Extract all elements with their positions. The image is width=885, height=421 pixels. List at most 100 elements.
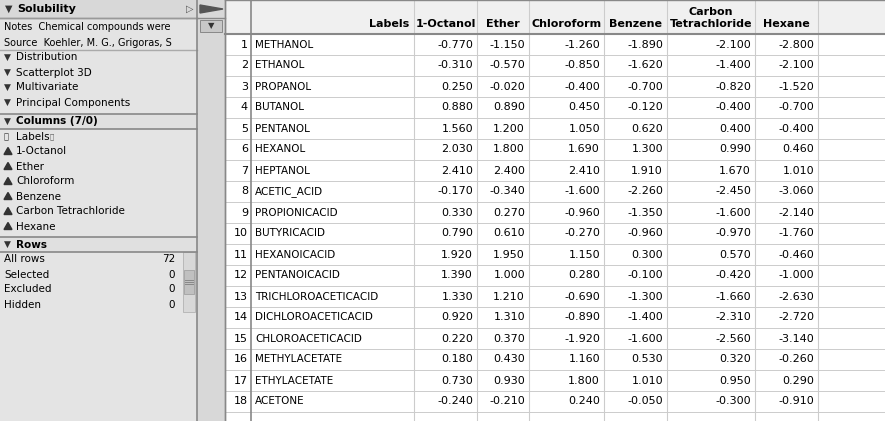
Text: -0.400: -0.400 <box>565 82 600 91</box>
Text: Columns (7/0): Columns (7/0) <box>16 117 97 126</box>
Text: -0.240: -0.240 <box>437 397 473 407</box>
Text: BUTANOL: BUTANOL <box>255 102 304 112</box>
Text: -1.350: -1.350 <box>627 208 663 218</box>
Bar <box>225 307 885 328</box>
Text: 0.620: 0.620 <box>631 123 663 133</box>
Text: -2.310: -2.310 <box>715 312 751 322</box>
Text: Hidden: Hidden <box>4 299 41 309</box>
Text: -2.140: -2.140 <box>778 208 814 218</box>
Text: PENTANOL: PENTANOL <box>255 123 310 133</box>
Text: -0.700: -0.700 <box>627 82 663 91</box>
Text: 0.880: 0.880 <box>441 102 473 112</box>
Bar <box>225 244 885 265</box>
Text: -0.210: -0.210 <box>489 397 525 407</box>
Text: 5: 5 <box>241 123 248 133</box>
Text: -0.890: -0.890 <box>564 312 600 322</box>
Text: 0.460: 0.460 <box>782 144 814 155</box>
Text: Source  Koehler, M. G., Grigoras, S: Source Koehler, M. G., Grigoras, S <box>4 37 172 48</box>
Text: -0.260: -0.260 <box>778 354 814 365</box>
Text: 16: 16 <box>234 354 248 365</box>
Text: ETHANOL: ETHANOL <box>255 61 304 70</box>
Text: 0.290: 0.290 <box>782 376 814 386</box>
Text: 1.010: 1.010 <box>631 376 663 386</box>
Text: 0.220: 0.220 <box>441 333 473 344</box>
Bar <box>225 265 885 286</box>
Text: -1.890: -1.890 <box>627 40 663 50</box>
Text: 0.930: 0.930 <box>493 376 525 386</box>
Polygon shape <box>4 147 12 155</box>
Text: 1.300: 1.300 <box>631 144 663 155</box>
Text: 0.430: 0.430 <box>493 354 525 365</box>
Bar <box>225 97 885 118</box>
Text: 0.790: 0.790 <box>441 229 473 239</box>
Text: 17: 17 <box>234 376 248 386</box>
Text: 8: 8 <box>241 187 248 197</box>
Text: -0.100: -0.100 <box>627 271 663 280</box>
Text: ▼: ▼ <box>5 4 12 14</box>
Text: 0.370: 0.370 <box>493 333 525 344</box>
Text: Benzene: Benzene <box>16 192 61 202</box>
Text: -0.300: -0.300 <box>715 397 751 407</box>
Text: -2.260: -2.260 <box>627 187 663 197</box>
Bar <box>225 160 885 181</box>
Text: 1.800: 1.800 <box>568 376 600 386</box>
Text: METHANOL: METHANOL <box>255 40 313 50</box>
Text: -0.170: -0.170 <box>437 187 473 197</box>
Text: -0.020: -0.020 <box>489 82 525 91</box>
Text: -0.960: -0.960 <box>627 229 663 239</box>
Text: 1.310: 1.310 <box>493 312 525 322</box>
Text: HEXANOICACID: HEXANOICACID <box>255 250 335 259</box>
Polygon shape <box>4 178 12 184</box>
Bar <box>225 0 885 34</box>
Text: ETHYLACETATE: ETHYLACETATE <box>255 376 334 386</box>
Polygon shape <box>4 208 12 215</box>
Text: 1.330: 1.330 <box>442 291 473 301</box>
Text: Ether: Ether <box>486 19 519 29</box>
Text: 0.270: 0.270 <box>493 208 525 218</box>
Text: -0.270: -0.270 <box>564 229 600 239</box>
Text: 10: 10 <box>234 229 248 239</box>
Text: 1.560: 1.560 <box>442 123 473 133</box>
Text: ACETIC_ACID: ACETIC_ACID <box>255 186 323 197</box>
Text: -1.600: -1.600 <box>565 187 600 197</box>
Text: 0.300: 0.300 <box>631 250 663 259</box>
Text: 1-Octanol: 1-Octanol <box>16 147 67 157</box>
Text: DICHLOROACETICACID: DICHLOROACETICACID <box>255 312 373 322</box>
Text: -2.450: -2.450 <box>715 187 751 197</box>
Text: 0.400: 0.400 <box>720 123 751 133</box>
Text: 6: 6 <box>241 144 248 155</box>
Text: 0: 0 <box>168 269 175 280</box>
Text: Tetrachloride: Tetrachloride <box>670 19 752 29</box>
Text: 7: 7 <box>241 165 248 176</box>
Text: 1-Octanol: 1-Octanol <box>415 19 476 29</box>
Text: -1.300: -1.300 <box>627 291 663 301</box>
Text: 🗂: 🗂 <box>4 132 9 141</box>
Text: 0.920: 0.920 <box>441 312 473 322</box>
Text: Carbon Tetrachloride: Carbon Tetrachloride <box>16 206 125 216</box>
Text: ▼: ▼ <box>4 240 11 249</box>
Text: Labels: Labels <box>369 19 409 29</box>
Text: 0.330: 0.330 <box>442 208 473 218</box>
Text: 1.150: 1.150 <box>568 250 600 259</box>
Text: 🔒: 🔒 <box>50 133 54 140</box>
Text: Principal Components: Principal Components <box>16 98 130 107</box>
Text: 9: 9 <box>241 208 248 218</box>
Text: 0.950: 0.950 <box>720 376 751 386</box>
Text: Selected: Selected <box>4 269 50 280</box>
Polygon shape <box>200 5 223 13</box>
Text: -1.920: -1.920 <box>564 333 600 344</box>
Text: Labels: Labels <box>16 131 50 141</box>
Text: 0.990: 0.990 <box>720 144 751 155</box>
Text: -0.850: -0.850 <box>565 61 600 70</box>
Text: 14: 14 <box>234 312 248 322</box>
Text: -1.260: -1.260 <box>565 40 600 50</box>
Text: Distribution: Distribution <box>16 53 77 62</box>
Text: 0.730: 0.730 <box>442 376 473 386</box>
Text: 2: 2 <box>241 61 248 70</box>
Text: TRICHLOROACETICACID: TRICHLOROACETICACID <box>255 291 378 301</box>
Text: 2.400: 2.400 <box>493 165 525 176</box>
Text: Rows: Rows <box>16 240 47 250</box>
Text: 0.280: 0.280 <box>568 271 600 280</box>
Text: -0.690: -0.690 <box>565 291 600 301</box>
Text: 12: 12 <box>234 271 248 280</box>
